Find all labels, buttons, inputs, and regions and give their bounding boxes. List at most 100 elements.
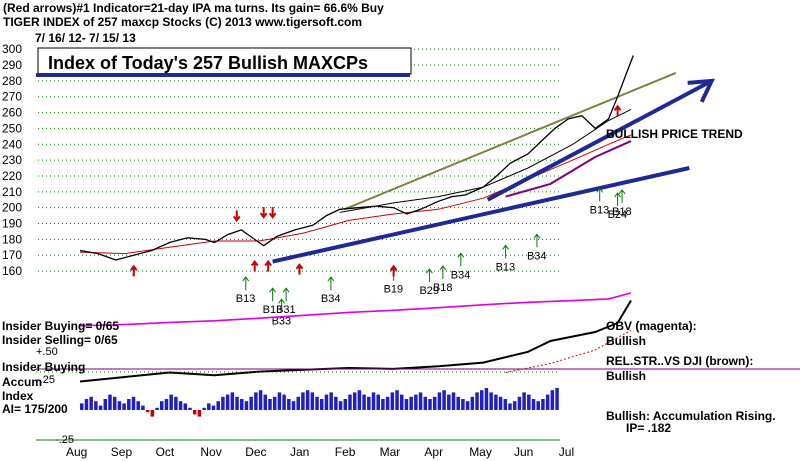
signal-label: B34 <box>451 269 471 281</box>
accum-bar <box>357 390 362 410</box>
y-tick-label: 270 <box>2 90 22 104</box>
accum-bar <box>244 401 249 410</box>
x-tick-label: Apr <box>424 445 443 459</box>
accum-bar <box>98 405 103 410</box>
accum-bar <box>381 399 385 410</box>
accum-bar <box>470 396 475 410</box>
y-tick-label: 230 <box>2 153 22 167</box>
plus50-label: +.50 <box>36 346 58 358</box>
accum-bar <box>122 403 126 410</box>
x-tick-label: Mar <box>380 445 401 459</box>
accum-bar <box>235 396 239 410</box>
accum-bar <box>508 403 512 410</box>
accum-bar <box>414 394 418 410</box>
accum-bar <box>150 410 155 417</box>
signal-label: B13 <box>590 204 610 216</box>
accum-bar <box>221 396 225 410</box>
relstr-value: Bullish <box>606 369 646 383</box>
y-tick-label: 260 <box>2 106 22 120</box>
moving-average <box>79 134 632 255</box>
bullish-trend-label: BULLISH PRICE TREND <box>606 127 743 141</box>
accum-bar <box>418 392 423 410</box>
buy-arrow <box>278 298 285 313</box>
x-tick-label: Sep <box>111 445 133 459</box>
relstr-label: REL.STR..VS DJI (brown): <box>606 354 753 368</box>
price-lines <box>79 55 715 264</box>
accum-bar <box>277 392 282 410</box>
accum-bar <box>202 407 206 410</box>
accum-bar <box>437 392 442 410</box>
accum-bar <box>475 392 479 410</box>
ipa-arrow <box>613 104 622 117</box>
insider-selling-ratio: Insider Selling= 0/65 <box>2 333 118 347</box>
buy-arrow <box>439 265 447 279</box>
accum-bar <box>428 399 432 410</box>
accum-bar <box>178 401 183 410</box>
x-tick-label: Aug <box>66 445 87 459</box>
black-ma-line <box>339 108 632 213</box>
y-tick-label: 180 <box>2 232 22 246</box>
insider-buying-ratio: Insider Buying= 0/65 <box>2 319 119 333</box>
accum-bar <box>197 410 202 417</box>
accum-bar <box>531 399 536 410</box>
accum-bar <box>207 403 211 410</box>
accum-bar <box>395 390 399 410</box>
green-trendline <box>343 71 677 211</box>
accum-bar <box>94 401 98 410</box>
y-tick-label: 170 <box>2 248 22 262</box>
price-grid <box>38 48 560 272</box>
y-tick-label: 160 <box>2 264 22 278</box>
accum-bar <box>555 388 559 410</box>
accum-bar <box>192 410 197 415</box>
ipa-arrow <box>233 210 241 223</box>
buy-arrow <box>457 252 465 267</box>
accum-bar <box>489 392 493 410</box>
accum-bar <box>84 399 89 410</box>
y-tick-label: 240 <box>2 137 22 151</box>
accum-bar <box>188 407 192 410</box>
accum-bar <box>550 390 555 410</box>
buy-arrow <box>502 244 509 259</box>
accum-bar <box>334 396 338 410</box>
signal-label: B29 <box>419 285 439 297</box>
signal-label: B13 <box>263 304 283 316</box>
signal-label: B18 <box>433 282 453 294</box>
accum-bar <box>103 399 108 410</box>
signal-label: B33 <box>272 315 292 327</box>
accum-bar <box>145 410 150 413</box>
accum-bar <box>461 399 465 410</box>
x-tick-label: Oct <box>156 445 175 459</box>
accum-bar <box>503 399 508 410</box>
accum-bar <box>155 407 159 410</box>
accum-bar <box>263 394 268 410</box>
accum-bar <box>174 396 178 410</box>
accum-bar <box>216 401 220 410</box>
accum-bar <box>254 392 258 410</box>
accum-bar <box>230 392 235 410</box>
accum-bar <box>282 394 286 410</box>
accum-bar <box>447 394 451 410</box>
blue-trend-line-1 <box>272 166 690 264</box>
accum-bar <box>310 392 315 410</box>
signal-label: B34 <box>527 250 547 262</box>
ipa-arrow <box>259 207 268 219</box>
accum-bar <box>112 396 117 410</box>
ipa-arrow <box>264 259 272 272</box>
accum-bar <box>80 403 84 410</box>
price-line <box>79 55 634 261</box>
buy-arrow <box>596 187 604 202</box>
buy-arrow <box>282 287 290 302</box>
accum-bar <box>183 403 188 410</box>
ai-label: AI= 175/200 <box>2 402 68 416</box>
accum-bar <box>451 392 456 410</box>
signal-label: B31 <box>276 304 296 316</box>
signal-label: B34 <box>321 293 341 305</box>
purple-ma-line <box>505 140 632 198</box>
blue-trend-line-2 <box>486 79 713 202</box>
x-tick-label: Jan <box>290 445 309 459</box>
buy-arrow <box>269 287 277 302</box>
accum-bar <box>348 394 352 410</box>
header-indicator: (Red arrows)#1 Indicator=21-day IPA ma t… <box>3 1 384 15</box>
signal-label: B13 <box>236 293 256 305</box>
